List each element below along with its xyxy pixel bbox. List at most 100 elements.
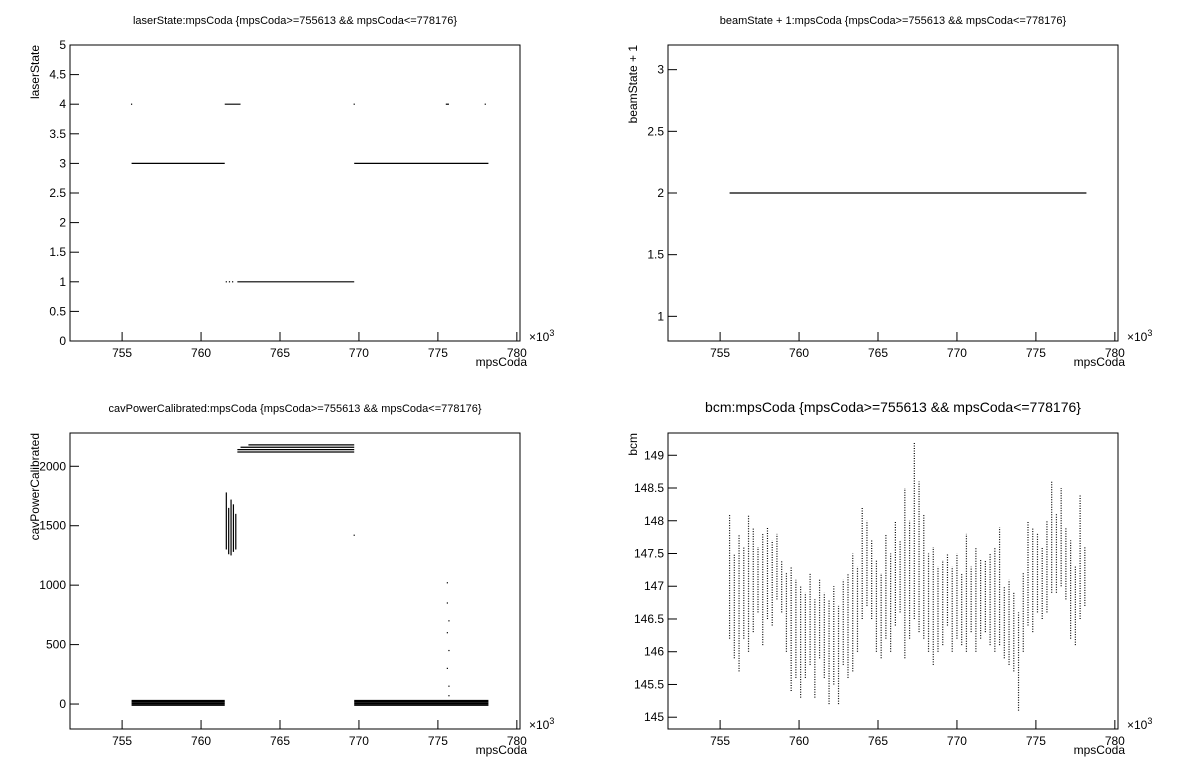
data-point [448,685,450,687]
x-exponent-base: ×10 [529,330,550,344]
chart-title: bcm:mpsCoda {mpsCoda>=755613 && mpsCoda<… [705,399,1081,415]
data-point [446,667,448,669]
data-point [130,103,133,105]
y-axis-label: laserState [28,45,42,99]
y-tick-label: 148.5 [634,481,664,495]
y-tick-label: 1 [59,275,66,289]
x-tick-label: 780 [507,734,527,748]
x-tick-label: 780 [1105,734,1125,748]
x-tick-label: 755 [710,346,730,360]
y-tick-label: 3 [59,156,66,170]
y-tick-label: 1 [657,309,664,323]
y-tick-label: 2 [59,216,66,230]
y-axis-label: bcm [626,433,640,456]
y-tick-label: 146 [644,645,664,659]
x-tick-label: 760 [191,734,211,748]
x-exponent-base: ×10 [1127,718,1148,732]
y-tick-label: 145.5 [634,677,664,691]
y-tick-label: 149 [644,448,664,462]
y-tick-label: 1000 [39,578,66,592]
x-axis-label: mpsCoda [1074,355,1126,369]
plot-frame [69,44,521,342]
data-point [448,695,450,697]
y-tick-label: 145 [644,710,664,724]
panel: cavPowerCalibrated:mpsCoda {mpsCoda>=755… [28,403,554,757]
x-tick-label: 775 [428,734,448,748]
x-tick-label: 780 [1105,346,1125,360]
x-exponent: ×103 [529,716,554,732]
plot-frame [667,432,1119,730]
data-point [446,632,448,634]
x-exponent-power: 3 [549,328,554,338]
x-tick-label: 775 [1026,346,1046,360]
x-exponent-power: 3 [1147,328,1152,338]
y-tick-label: 3.5 [49,127,66,141]
x-axis-label: mpsCoda [476,743,528,757]
x-tick-label: 780 [507,346,527,360]
y-tick-label: 0 [59,697,66,711]
x-tick-label: 770 [349,734,369,748]
y-tick-label: 1.5 [49,245,66,259]
x-exponent-power: 3 [549,716,554,726]
data-point [448,649,450,652]
panel: bcm:mpsCoda {mpsCoda>=755613 && mpsCoda<… [626,399,1152,757]
y-tick-label: 146.5 [634,612,664,626]
y-tick-label: 500 [46,638,66,652]
y-tick-label: 4.5 [49,68,66,82]
data-point [446,602,448,604]
x-tick-label: 775 [1026,734,1046,748]
data-point [446,582,448,584]
panel: laserState:mpsCoda {mpsCoda>=755613 && m… [28,15,554,369]
data-point [225,281,227,283]
x-tick-label: 760 [789,734,809,748]
chart-title: laserState:mpsCoda {mpsCoda>=755613 && m… [133,15,457,27]
x-tick-label: 775 [428,346,448,360]
x-tick-label: 765 [270,734,290,748]
x-tick-label: 765 [868,346,888,360]
chart-title: cavPowerCalibrated:mpsCoda {mpsCoda>=755… [108,403,481,415]
y-axis-label: cavPowerCalibrated [28,433,42,540]
y-tick-label: 1500 [39,519,66,533]
chart-title: beamState + 1:mpsCoda {mpsCoda>=755613 &… [720,15,1067,27]
y-tick-label: 147 [644,579,664,593]
data-point [228,281,231,283]
data-point [353,534,355,536]
y-tick-label: 2000 [39,459,66,473]
y-tick-label: 0.5 [49,304,66,318]
y-tick-label: 2 [657,186,664,200]
x-tick-label: 765 [270,346,290,360]
y-tick-label: 5 [59,38,66,52]
x-axis-label: mpsCoda [1074,743,1126,757]
x-tick-label: 760 [789,346,809,360]
y-axis-label: beamState + 1 [626,45,640,124]
x-tick-label: 755 [112,734,132,748]
x-tick-label: 770 [349,346,369,360]
y-tick-label: 2.5 [647,124,664,138]
panel: beamState + 1:mpsCoda {mpsCoda>=755613 &… [626,15,1152,369]
x-exponent-power: 3 [1147,716,1152,726]
x-axis-label: mpsCoda [476,355,528,369]
y-tick-label: 148 [644,514,664,528]
x-tick-label: 770 [947,346,967,360]
plot-frame [69,432,521,730]
y-tick-label: 3 [657,63,664,77]
data-point [448,620,450,622]
x-exponent: ×103 [529,328,554,344]
x-exponent-base: ×10 [1127,330,1148,344]
x-tick-label: 755 [710,734,730,748]
x-exponent: ×103 [1127,716,1152,732]
data-point [484,103,486,105]
y-tick-label: 0 [59,334,66,348]
data-point [353,103,355,105]
y-tick-label: 4 [59,97,66,111]
x-exponent-base: ×10 [529,718,550,732]
x-tick-label: 760 [191,346,211,360]
x-tick-label: 765 [868,734,888,748]
y-tick-label: 2.5 [49,186,66,200]
x-tick-label: 770 [947,734,967,748]
x-exponent: ×103 [1127,328,1152,344]
y-tick-label: 1.5 [647,248,664,262]
x-tick-label: 755 [112,346,132,360]
data-point [232,281,234,283]
